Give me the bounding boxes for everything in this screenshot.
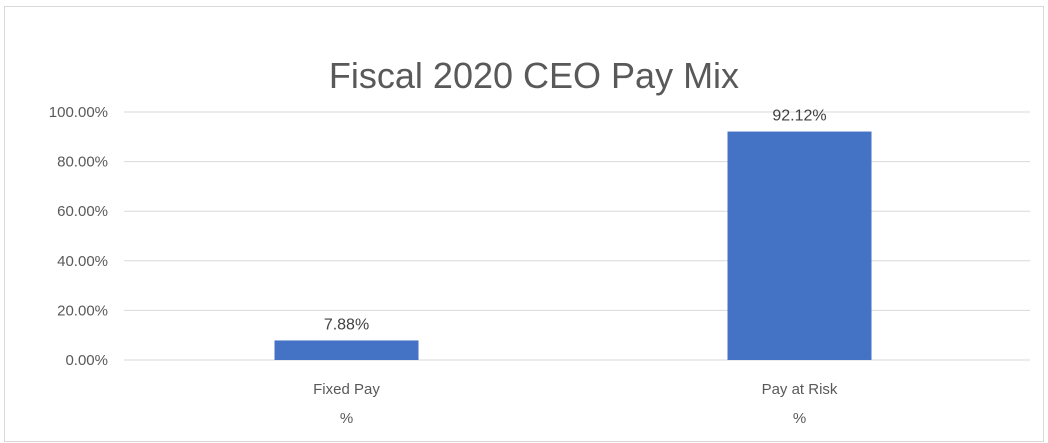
category-label: Fixed Pay — [313, 381, 380, 398]
bars — [274, 131, 872, 360]
chart-title: Fiscal 2020 CEO Pay Mix — [329, 55, 739, 96]
category-label-unit: % — [340, 410, 353, 427]
y-tick-label: 0.00% — [65, 352, 108, 369]
category-label-unit: % — [793, 410, 806, 427]
data-label: 7.88% — [324, 316, 369, 333]
y-tick-label: 20.00% — [57, 302, 108, 319]
x-axis-categories: Fixed Pay% Pay at Risk% — [313, 381, 838, 427]
y-axis-ticks: 0.00% 20.00% 40.00% 60.00% 80.00% 100.00% — [49, 104, 108, 369]
y-tick-label: 100.00% — [49, 104, 108, 121]
y-tick-label: 40.00% — [57, 253, 108, 270]
bar — [274, 340, 419, 360]
y-tick-label: 80.00% — [57, 154, 108, 171]
data-label: 92.12% — [772, 108, 826, 125]
category-label: Pay at Risk — [762, 381, 838, 398]
bar — [727, 131, 872, 360]
gridlines — [124, 111, 1030, 361]
y-tick-label: 60.00% — [57, 203, 108, 220]
data-labels: 7.88% 92.12% — [324, 108, 827, 334]
